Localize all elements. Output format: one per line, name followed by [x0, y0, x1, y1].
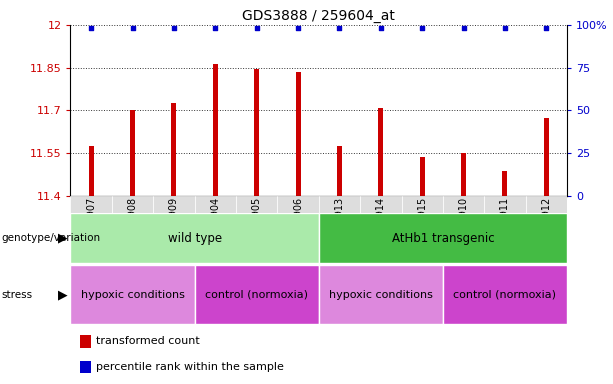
- FancyBboxPatch shape: [195, 196, 236, 213]
- Text: GSM587909: GSM587909: [169, 197, 179, 256]
- FancyBboxPatch shape: [526, 196, 567, 213]
- Bar: [195, 265, 319, 324]
- Text: ▶: ▶: [58, 232, 67, 245]
- Text: GSM587913: GSM587913: [335, 197, 345, 256]
- Text: stress: stress: [2, 290, 33, 300]
- FancyBboxPatch shape: [402, 196, 443, 213]
- Bar: [337, 146, 342, 196]
- Bar: [544, 118, 549, 196]
- Text: GSM587907: GSM587907: [86, 197, 96, 256]
- Bar: [461, 152, 466, 196]
- Text: control (normoxia): control (normoxia): [454, 290, 557, 300]
- Bar: [89, 146, 94, 196]
- Text: hypoxic conditions: hypoxic conditions: [329, 290, 433, 300]
- FancyBboxPatch shape: [153, 196, 195, 213]
- Text: GSM587912: GSM587912: [541, 197, 551, 256]
- Bar: [213, 64, 218, 196]
- FancyBboxPatch shape: [236, 196, 277, 213]
- Bar: [70, 213, 319, 263]
- Text: percentile rank within the sample: percentile rank within the sample: [96, 362, 284, 372]
- Text: ▶: ▶: [58, 288, 67, 301]
- FancyBboxPatch shape: [277, 196, 319, 213]
- Point: [86, 25, 96, 31]
- Point: [500, 25, 510, 31]
- Bar: [420, 157, 425, 196]
- Text: genotype/variation: genotype/variation: [2, 233, 101, 243]
- Text: GSM587908: GSM587908: [128, 197, 137, 256]
- Bar: [130, 110, 135, 196]
- Text: GSM587905: GSM587905: [252, 197, 262, 256]
- Bar: [319, 213, 567, 263]
- Text: hypoxic conditions: hypoxic conditions: [81, 290, 185, 300]
- Text: GSM587906: GSM587906: [293, 197, 303, 256]
- FancyBboxPatch shape: [360, 196, 402, 213]
- Title: GDS3888 / 259604_at: GDS3888 / 259604_at: [242, 8, 395, 23]
- Bar: [80, 361, 91, 373]
- FancyBboxPatch shape: [112, 196, 153, 213]
- Point: [210, 25, 220, 31]
- Text: GSM587904: GSM587904: [210, 197, 220, 256]
- Text: GSM587910: GSM587910: [459, 197, 468, 256]
- Point: [252, 25, 262, 31]
- Bar: [254, 69, 259, 196]
- FancyBboxPatch shape: [484, 196, 526, 213]
- Bar: [443, 265, 567, 324]
- Text: GSM587914: GSM587914: [376, 197, 386, 256]
- Bar: [70, 265, 195, 324]
- Bar: [172, 103, 177, 196]
- Point: [335, 25, 345, 31]
- Text: wild type: wild type: [167, 232, 222, 245]
- Point: [128, 25, 137, 31]
- Text: GSM587911: GSM587911: [500, 197, 510, 256]
- FancyBboxPatch shape: [443, 196, 484, 213]
- Text: GSM587915: GSM587915: [417, 197, 427, 256]
- Bar: [319, 265, 443, 324]
- FancyBboxPatch shape: [70, 196, 112, 213]
- Point: [376, 25, 386, 31]
- Point: [293, 25, 303, 31]
- FancyBboxPatch shape: [319, 196, 360, 213]
- Bar: [503, 171, 508, 196]
- Point: [459, 25, 468, 31]
- Point: [417, 25, 427, 31]
- Point: [169, 25, 179, 31]
- Text: AtHb1 transgenic: AtHb1 transgenic: [392, 232, 494, 245]
- Text: control (normoxia): control (normoxia): [205, 290, 308, 300]
- Text: transformed count: transformed count: [96, 336, 200, 346]
- Point: [541, 25, 551, 31]
- Bar: [295, 72, 300, 196]
- Bar: [80, 335, 91, 348]
- Bar: [378, 108, 383, 196]
